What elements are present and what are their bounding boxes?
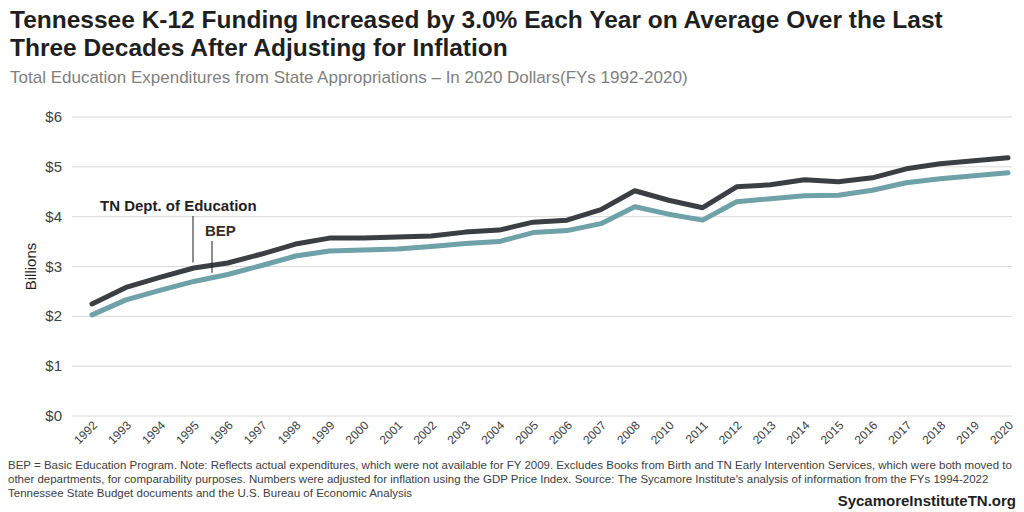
y-tick-label: $1 <box>45 357 62 374</box>
x-tick-label: 2007 <box>580 418 609 447</box>
x-tick-label: 1996 <box>207 418 236 447</box>
x-tick-label: 2015 <box>818 418 847 447</box>
y-tick-label: $0 <box>45 407 62 424</box>
y-tick-label: $2 <box>45 307 62 324</box>
x-tick-label: 2001 <box>377 418 406 447</box>
leader-line <box>212 241 213 273</box>
grid-line <box>72 216 1012 217</box>
x-tick-label: 1995 <box>173 418 202 447</box>
x-tick-label: 2011 <box>683 418 711 446</box>
x-tick-label: 1994 <box>139 418 168 447</box>
x-tick-label: 1998 <box>275 418 304 447</box>
x-tick-label: 2012 <box>716 418 745 447</box>
x-tick-label: 2020 <box>987 418 1016 447</box>
grid-line <box>72 416 1012 417</box>
subtitle: Total Education Expenditures from State … <box>10 68 688 88</box>
y-tick-label: $5 <box>45 158 62 175</box>
y-tick-label: $4 <box>45 208 62 225</box>
x-tick-label: 1993 <box>105 418 134 447</box>
grid-line <box>72 117 1012 118</box>
x-tick-label: 2013 <box>750 418 779 447</box>
x-tick-label: 2002 <box>411 418 440 447</box>
grid-line <box>72 166 1012 167</box>
series-label: BEP <box>205 222 236 239</box>
title: Tennessee K-12 Funding Increased by 3.0%… <box>10 6 1015 62</box>
x-tick-label: 2004 <box>478 418 507 447</box>
series-label: TN Dept. of Education <box>100 197 257 214</box>
x-tick-label: 2006 <box>546 418 575 447</box>
x-tick-label: 2016 <box>852 418 881 447</box>
website: SycamoreInstituteTN.org <box>838 492 1016 509</box>
x-tick-label: 2010 <box>648 418 677 447</box>
x-tick-label: 2019 <box>953 418 982 447</box>
x-tick-label: 2005 <box>512 418 541 447</box>
x-tick-label: 2003 <box>445 418 474 447</box>
x-tick-label: 2014 <box>784 418 813 447</box>
y-tick-label: $6 <box>45 108 62 125</box>
grid-line <box>72 366 1012 367</box>
grid-line <box>72 316 1012 317</box>
x-tick-label: 2008 <box>614 418 643 447</box>
x-tick-label: 2000 <box>343 418 372 447</box>
series-line <box>92 173 1008 315</box>
x-tick-label: 1997 <box>241 418 270 447</box>
plot-area <box>92 158 1008 315</box>
y-axis-label: Billions <box>22 243 39 291</box>
chart: $0$1$2$3$4$5$6Billions199219931994199519… <box>0 0 1024 512</box>
leader-line <box>193 216 194 263</box>
y-tick-label: $3 <box>45 258 62 275</box>
x-tick-label: 1992 <box>71 418 100 447</box>
x-tick-label: 2017 <box>886 418 915 447</box>
x-tick-label: 1999 <box>309 418 338 447</box>
x-tick-label: 2018 <box>919 418 948 447</box>
